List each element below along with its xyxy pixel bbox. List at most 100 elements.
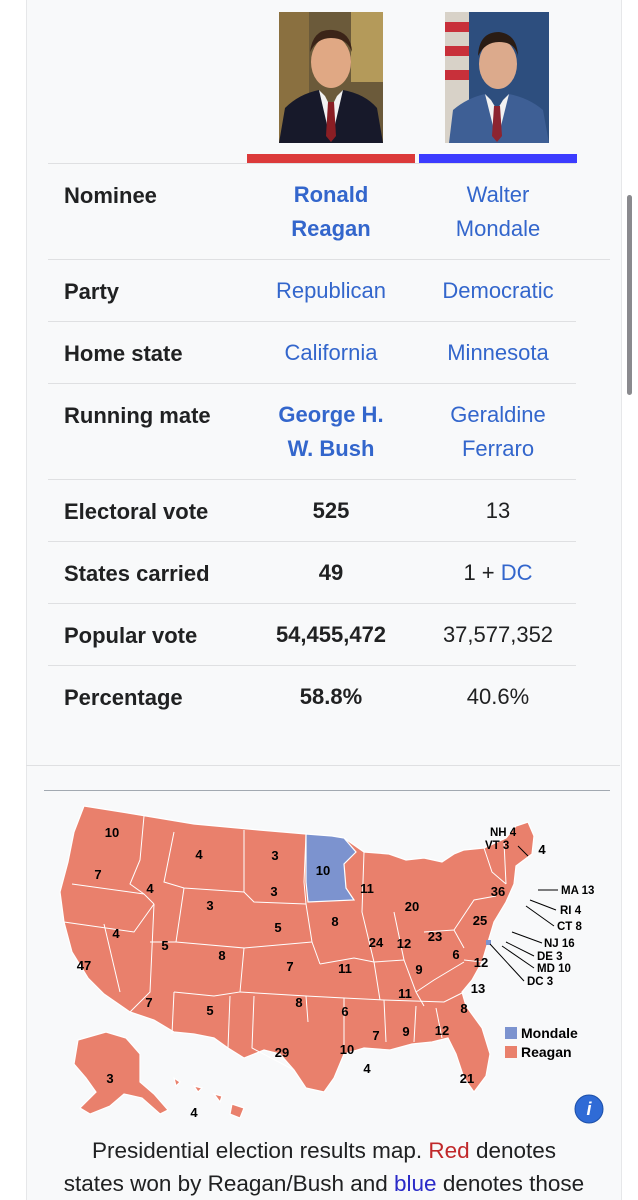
dc-link[interactable]: DC bbox=[500, 560, 533, 585]
state-vote-label: 4 bbox=[538, 842, 546, 857]
ne-label-vt: VT 3 bbox=[485, 840, 509, 852]
reagan-nominee-link[interactable]: Ronald Reagan bbox=[247, 178, 415, 246]
state-vote-label: 12 bbox=[474, 955, 488, 970]
caption-text: states won by Reagan/Bush and bbox=[63, 1171, 395, 1196]
state-vote-label: 10 bbox=[105, 825, 119, 840]
section-divider bbox=[26, 765, 620, 766]
ne-label-nh: NH 4 bbox=[490, 827, 517, 839]
row-divider bbox=[48, 603, 576, 604]
state-vote-label: 7 bbox=[372, 1028, 379, 1043]
state-vote-label: 12 bbox=[397, 936, 411, 951]
republican-party-color-bar bbox=[247, 154, 415, 163]
state-vote-label: 6 bbox=[452, 947, 459, 962]
legend-swatch-reagan bbox=[505, 1046, 517, 1058]
row-label-popular-vote: Popular vote bbox=[64, 623, 198, 648]
state-vote-label: 4 bbox=[195, 847, 203, 862]
dc-state[interactable] bbox=[486, 940, 491, 945]
mondale-popular-vote: 37,577,352 bbox=[442, 622, 554, 647]
state-vote-label: 47 bbox=[77, 958, 91, 973]
row-divider bbox=[48, 163, 576, 164]
ne-label-ri: RI 4 bbox=[560, 905, 582, 917]
bush-name-line2[interactable]: W. Bush bbox=[287, 436, 375, 461]
state-vote-label: 4 bbox=[363, 1061, 371, 1076]
caption-text: denotes bbox=[469, 1138, 557, 1163]
row-divider bbox=[48, 665, 576, 666]
legend-label-mondale: Mondale bbox=[521, 1025, 578, 1041]
state-vote-label: 9 bbox=[415, 962, 422, 977]
state-vote-label: 36 bbox=[491, 884, 505, 899]
state-vote-label: 9 bbox=[402, 1024, 409, 1039]
mondale-last-name[interactable]: Mondale bbox=[455, 216, 541, 241]
state-vote-label: 11 bbox=[398, 986, 412, 1001]
state-vote-label: 8 bbox=[460, 1001, 467, 1016]
state-vote-label: 25 bbox=[473, 913, 487, 928]
state-vote-label: 7 bbox=[145, 995, 152, 1010]
electoral-map[interactable]: 10 4 3 10 4 7 4 3 3 36 11 20 8 5 4 5 8 4… bbox=[44, 792, 610, 1130]
caption-red-word: Red bbox=[428, 1138, 470, 1163]
state-vote-label: 10 bbox=[340, 1042, 354, 1057]
state-vote-label: 13 bbox=[471, 981, 485, 996]
democratic-party-color-bar bbox=[419, 154, 577, 163]
mondale-first-name[interactable]: Walter bbox=[466, 182, 530, 207]
state-vote-label: 11 bbox=[338, 961, 352, 976]
reagan-states-carried: 49 bbox=[318, 560, 344, 585]
svg-text:i: i bbox=[586, 1099, 592, 1119]
state-vote-label: 3 bbox=[206, 898, 213, 913]
democratic-party-link[interactable]: Democratic bbox=[442, 278, 554, 303]
ne-label-ma: MA 13 bbox=[561, 885, 594, 897]
reagan-popular-vote: 54,455,472 bbox=[275, 622, 387, 647]
minnesota-link[interactable]: Minnesota bbox=[447, 340, 549, 365]
state-vote-label: 4 bbox=[112, 926, 120, 941]
ferraro-running-mate-link[interactable]: Geraldine Ferraro bbox=[419, 398, 577, 466]
minnesota-state[interactable] bbox=[305, 833, 357, 903]
reagan-electoral-vote: 525 bbox=[312, 498, 350, 523]
republican-party-link[interactable]: Republican bbox=[275, 278, 387, 303]
row-divider bbox=[48, 321, 576, 322]
state-vote-label: 8 bbox=[295, 995, 302, 1010]
bush-running-mate-link[interactable]: George H. W. Bush bbox=[247, 398, 415, 466]
ne-label-dc: DC 3 bbox=[527, 976, 553, 988]
caption-text: Presidential election results map. bbox=[91, 1138, 429, 1163]
state-vote-label: 8 bbox=[218, 948, 225, 963]
ferraro-name-line1[interactable]: Geraldine bbox=[450, 402, 546, 427]
row-label-nominee: Nominee bbox=[64, 183, 157, 208]
state-vote-label: 23 bbox=[428, 929, 442, 944]
legend-swatch-mondale bbox=[505, 1027, 517, 1039]
mondale-states-carried: 1 + DC bbox=[419, 556, 577, 590]
california-link[interactable]: California bbox=[284, 340, 378, 365]
state-vote-label: 12 bbox=[435, 1023, 449, 1038]
scrollbar-thumb[interactable] bbox=[627, 195, 632, 395]
row-label-home-state: Home state bbox=[64, 341, 183, 366]
row-divider bbox=[48, 383, 576, 384]
state-vote-label: 6 bbox=[341, 1004, 348, 1019]
legend-label-reagan: Reagan bbox=[521, 1044, 572, 1060]
bush-name-line1[interactable]: George H. bbox=[278, 402, 384, 427]
reagan-portrait-icon[interactable] bbox=[279, 12, 383, 143]
row-divider bbox=[48, 259, 610, 260]
reagan-first-name[interactable]: Ronald bbox=[293, 182, 369, 207]
ne-label-de: DE 3 bbox=[537, 951, 563, 963]
reagan-last-name[interactable]: Reagan bbox=[291, 216, 371, 241]
state-vote-label: 3 bbox=[270, 884, 277, 899]
mondale-nominee-link[interactable]: Walter Mondale bbox=[419, 178, 577, 246]
row-label-states-carried: States carried bbox=[64, 561, 210, 586]
state-vote-label: 5 bbox=[161, 938, 168, 953]
state-vote-label: 20 bbox=[405, 899, 419, 914]
map-caption-line1: Presidential election results map. Red d… bbox=[36, 1134, 612, 1167]
state-vote-label: 10 bbox=[316, 863, 330, 878]
row-label-party: Party bbox=[64, 279, 120, 304]
state-vote-label: 29 bbox=[275, 1045, 289, 1060]
state-vote-label: 7 bbox=[286, 959, 293, 974]
ferraro-name-line2[interactable]: Ferraro bbox=[461, 436, 535, 461]
state-vote-label: 4 bbox=[146, 881, 154, 896]
state-borders bbox=[63, 815, 507, 1071]
row-label-running-mate: Running mate bbox=[64, 403, 211, 428]
state-vote-label: 7 bbox=[94, 867, 101, 882]
reagan-percentage: 58.8% bbox=[299, 684, 363, 709]
row-label-percentage: Percentage bbox=[64, 685, 183, 710]
mondale-portrait-icon[interactable] bbox=[445, 12, 549, 143]
state-vote-label: 11 bbox=[360, 881, 374, 896]
state-vote-label: 3 bbox=[106, 1071, 113, 1086]
state-vote-label: 5 bbox=[274, 920, 281, 935]
info-icon[interactable]: i bbox=[574, 1094, 604, 1124]
